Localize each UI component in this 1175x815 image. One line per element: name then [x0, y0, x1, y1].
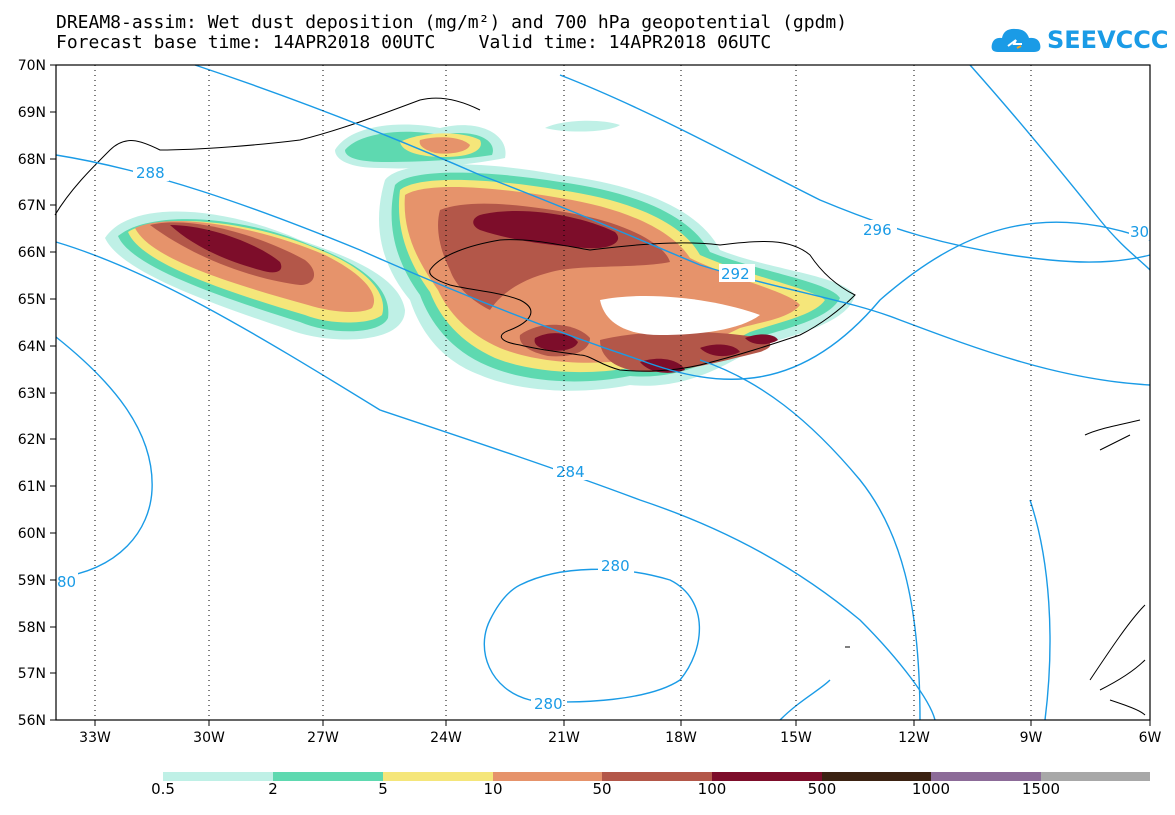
cloud-icon — [991, 28, 1041, 52]
contour-label: 80 — [57, 573, 76, 591]
longitude-labels: 33W 30W 27W 24W 21W 18W 15W 12W 9W 6W — [79, 730, 1161, 746]
contour-label: 280 — [534, 695, 563, 713]
lon-label: 30W — [193, 730, 225, 746]
contour-label: 288 — [136, 164, 165, 182]
legend-swatch — [822, 772, 931, 781]
legend-colorbar — [163, 772, 1150, 781]
lat-label: 57N — [18, 666, 46, 682]
contour-label: 30 — [1130, 223, 1149, 241]
geopotential-contours — [55, 64, 1151, 721]
lat-label: 69N — [18, 105, 46, 121]
legend-label: 500 — [807, 780, 837, 798]
lat-label: 60N — [18, 526, 46, 542]
legend-swatch — [493, 772, 602, 781]
legend-swatch — [163, 772, 273, 781]
legend-label: 50 — [592, 780, 612, 798]
legend-label: 10 — [483, 780, 503, 798]
lon-label: 12W — [898, 730, 930, 746]
contour-label: 292 — [721, 265, 750, 283]
legend-label: 5 — [378, 780, 388, 798]
lat-label: 64N — [18, 339, 46, 355]
legend-swatch — [383, 772, 493, 781]
legend-swatch — [1041, 772, 1150, 781]
legend-swatch — [273, 772, 383, 781]
contour-labels: 288 296 30 292 284 280 280 80 — [56, 163, 1151, 713]
lat-label: 65N — [18, 292, 46, 308]
legend-label: 1500 — [1021, 780, 1061, 798]
lon-label: 15W — [780, 730, 812, 746]
legend-label: 100 — [697, 780, 727, 798]
graticule — [94, 65, 1032, 720]
map-subtitle: Forecast base time: 14APR2018 00UTC Vali… — [56, 32, 772, 53]
lat-label: 66N — [18, 245, 46, 261]
lon-label: 9W — [1020, 730, 1043, 746]
legend-swatch — [931, 772, 1041, 781]
lat-label: 63N — [18, 386, 46, 402]
legend-swatch — [602, 772, 712, 781]
lat-label: 68N — [18, 152, 46, 168]
lat-label: 61N — [18, 479, 46, 495]
lat-label: 70N — [18, 58, 46, 74]
lat-label: 58N — [18, 620, 46, 636]
lat-label: 59N — [18, 573, 46, 589]
legend-swatch — [712, 772, 822, 781]
latitude-axis — [50, 64, 56, 721]
latitude-labels: 70N 69N 68N 67N 66N 65N 64N 63N 62N 61N … — [18, 58, 46, 729]
legend-label: 2 — [268, 780, 278, 798]
longitude-axis — [94, 720, 1151, 726]
contour-label: 296 — [863, 221, 892, 239]
map-title: DREAM8-assim: Wet dust deposition (mg/m²… — [56, 12, 848, 33]
dust-deposition-shading — [105, 120, 855, 391]
logo-text: SEEVCCC — [1047, 26, 1169, 54]
lon-label: 6W — [1139, 730, 1162, 746]
lon-label: 27W — [307, 730, 339, 746]
legend-label: 1000 — [911, 780, 951, 798]
lat-label: 67N — [18, 198, 46, 214]
map-frame — [55, 64, 1151, 721]
lat-label: 62N — [18, 432, 46, 448]
contour-label: 284 — [556, 463, 585, 481]
lon-label: 21W — [548, 730, 580, 746]
lon-label: 33W — [79, 730, 111, 746]
lon-label: 18W — [665, 730, 697, 746]
lat-label: 56N — [18, 713, 46, 729]
contour-label: 280 — [601, 557, 630, 575]
legend-label: 0.5 — [151, 780, 175, 798]
lon-label: 24W — [430, 730, 462, 746]
coastlines — [54, 97, 1146, 716]
